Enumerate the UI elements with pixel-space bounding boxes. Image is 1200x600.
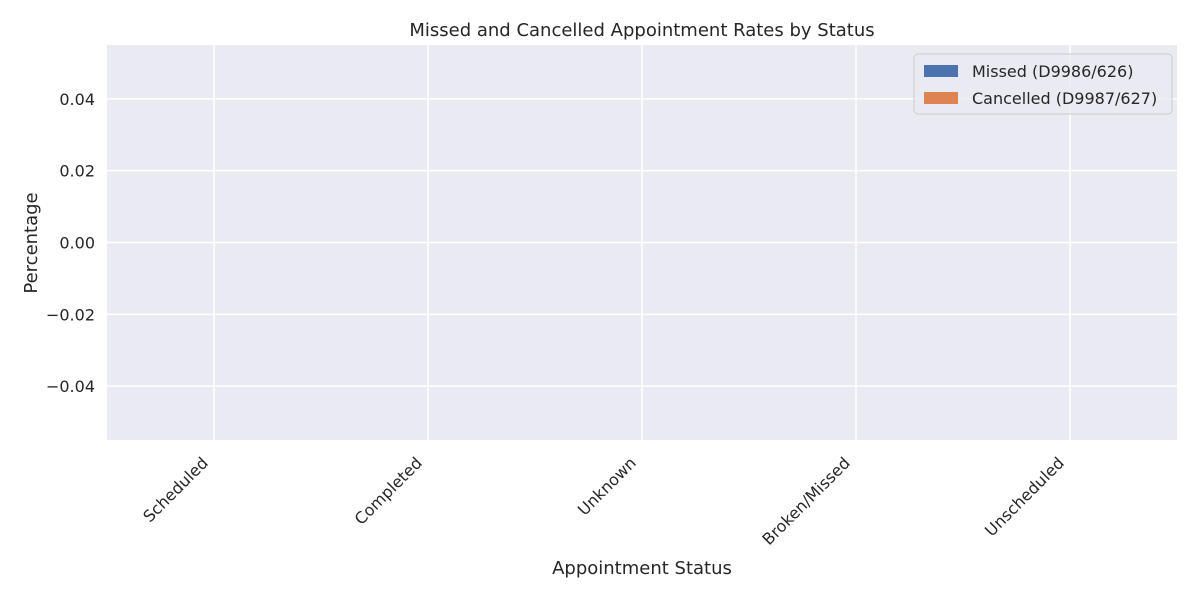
grid-lines	[107, 45, 1177, 440]
legend-box	[913, 53, 1173, 115]
y-tick-label: 0.04	[59, 90, 95, 109]
y-tick-label: 0.00	[59, 234, 95, 253]
y-axis-label: Percentage	[21, 192, 42, 293]
x-axis-ticks: Scheduled Completed Unknown Broken/Missed Un…	[139, 453, 1068, 548]
legend-label: Cancelled (D9987/627)	[972, 89, 1157, 108]
x-tick-label: Broken/Missed	[758, 453, 853, 548]
y-tick-label: 0.02	[59, 162, 95, 181]
x-tick-label: Unknown	[574, 453, 640, 519]
y-tick-label: −0.04	[46, 377, 95, 396]
legend-label: Missed (D9986/626)	[972, 62, 1133, 81]
legend-swatch	[924, 65, 958, 77]
x-tick-label: Completed	[351, 453, 426, 528]
y-axis-ticks: −0.04 −0.02 0.00 0.02 0.04	[46, 90, 95, 396]
x-tick-label: Unscheduled	[981, 453, 1068, 540]
x-tick-label: Scheduled	[139, 453, 212, 526]
chart-title: Missed and Cancelled Appointment Rates b…	[409, 20, 874, 41]
y-tick-label: −0.02	[46, 305, 95, 324]
x-axis-label: Appointment Status	[552, 558, 732, 579]
legend: Missed (D9986/626) Cancelled (D9987/627)	[913, 53, 1173, 115]
legend-swatch	[924, 92, 958, 104]
